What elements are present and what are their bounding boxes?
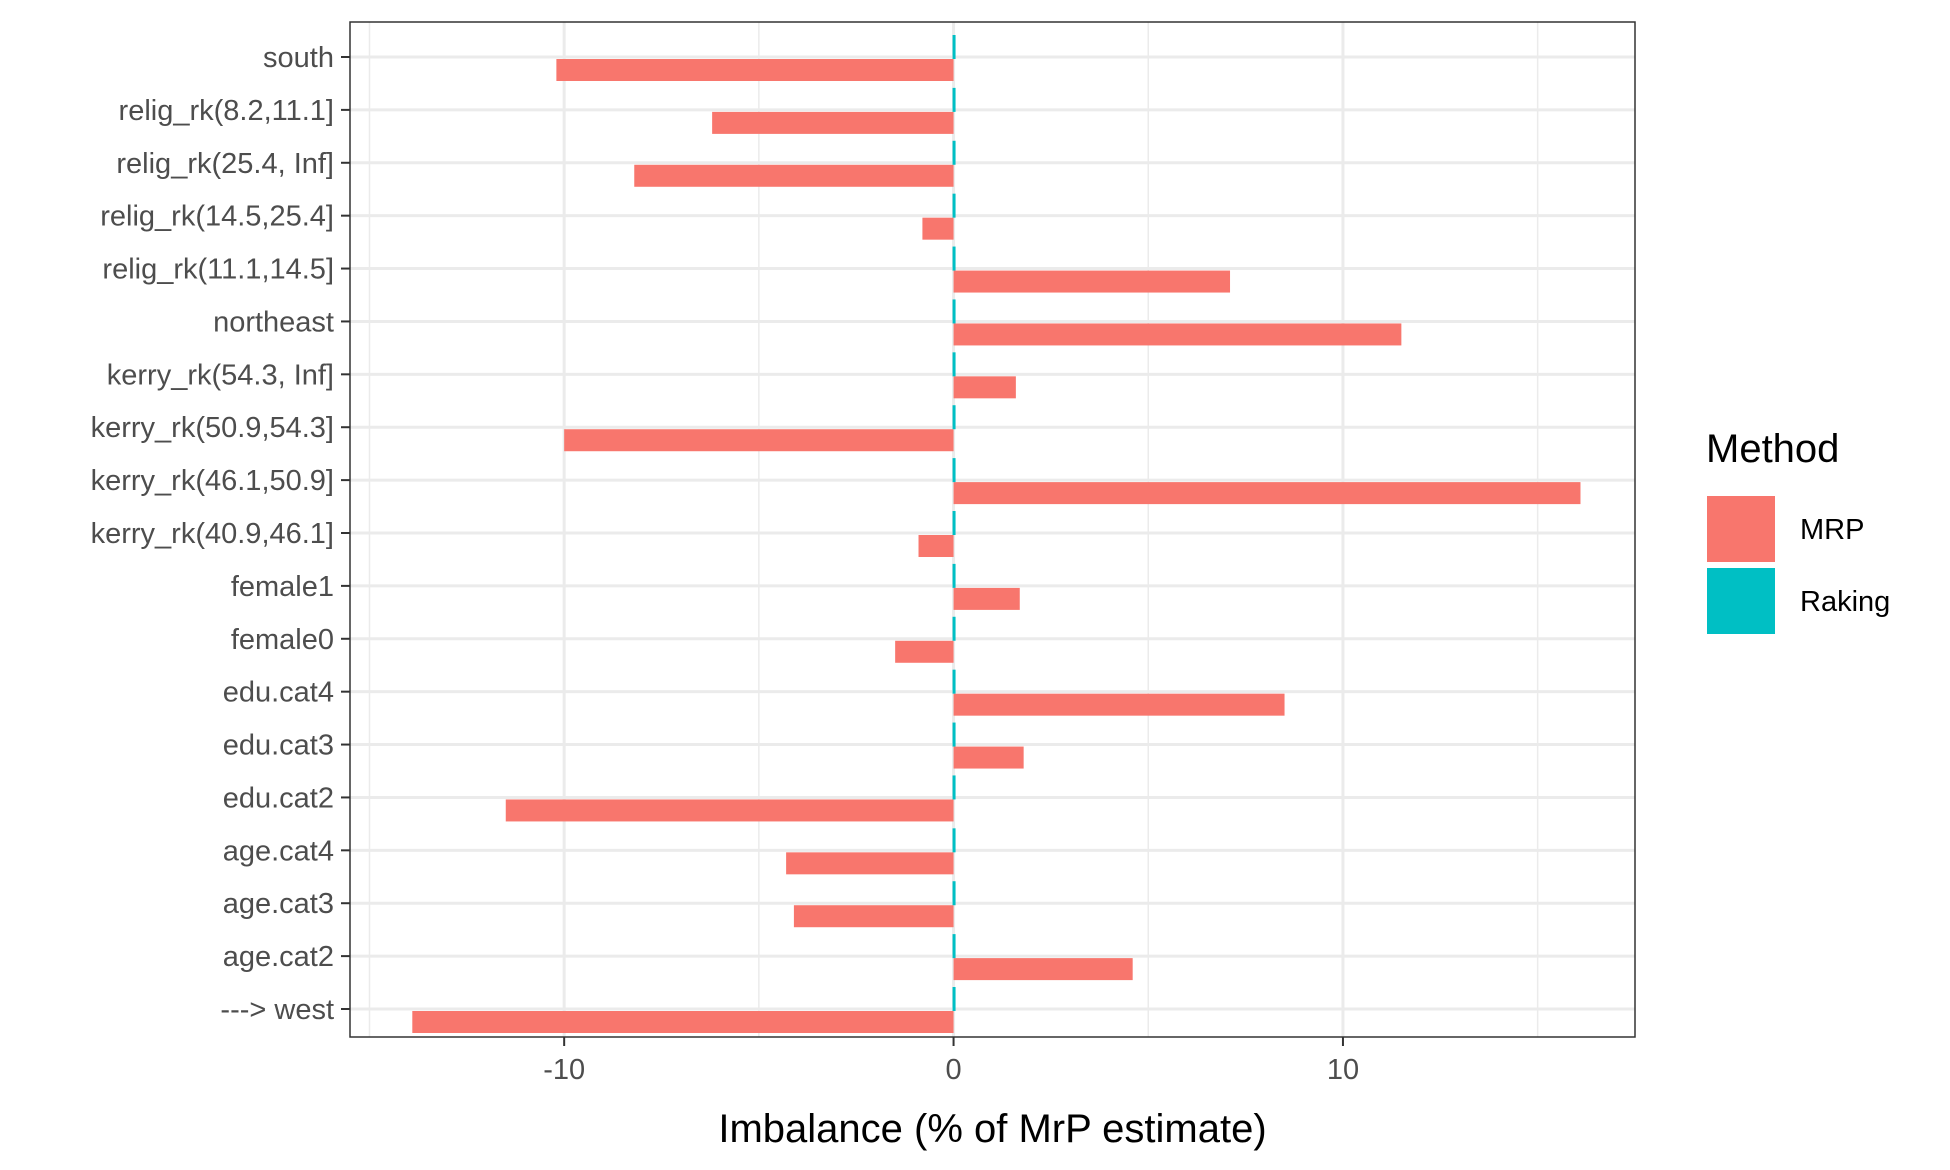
x-tick-label: 0 <box>945 1054 961 1086</box>
legend-title: Method <box>1706 427 1839 471</box>
mrp-bar <box>918 535 954 557</box>
raking-bar <box>952 511 956 535</box>
x-tick-label: 10 <box>1327 1054 1359 1086</box>
y-tick-label: edu.cat4 <box>223 677 334 709</box>
y-tick-label: ---> west <box>220 994 334 1026</box>
raking-bar <box>952 775 956 800</box>
mrp-bar <box>895 640 954 663</box>
bars <box>412 35 1581 1033</box>
panel-border <box>349 21 1636 1038</box>
mrp-bar <box>953 323 1402 346</box>
y-tick-label: female0 <box>231 624 334 656</box>
y-tick-label: relig_rk(25.4, Inf] <box>116 148 334 180</box>
raking-bar <box>952 140 956 165</box>
raking-bar <box>952 987 956 1011</box>
mrp-bar <box>953 482 1581 505</box>
y-tick-label: female1 <box>231 571 334 603</box>
raking-bar <box>952 616 956 641</box>
x-axis-title: Imbalance (% of MrP estimate) <box>718 1107 1266 1151</box>
x-axis: -10 0 10 <box>543 1037 1359 1086</box>
y-tick-label: kerry_rk(54.3, Inf] <box>107 359 334 391</box>
raking-bar <box>952 722 956 747</box>
raking-bar <box>952 669 956 694</box>
mrp-bar <box>953 693 1285 716</box>
raking-bar <box>952 352 956 377</box>
y-axis: south relig_rk(8.2,11.1] relig_rk(25.4, In… <box>91 42 350 1026</box>
x-tick-label: -10 <box>543 1054 585 1086</box>
mrp-bar <box>412 1011 954 1033</box>
legend-key-raking <box>1707 568 1775 634</box>
grid-lines <box>350 22 1635 1037</box>
raking-bar <box>952 87 956 112</box>
y-tick-label: relig_rk(8.2,11.1] <box>119 95 334 127</box>
raking-bar <box>952 193 956 218</box>
mrp-bar <box>953 376 1016 399</box>
y-tick-label: age.cat4 <box>223 835 334 867</box>
y-tick-label: northeast <box>213 306 334 338</box>
legend-key-mrp <box>1707 496 1775 562</box>
mrp-bar <box>922 217 954 240</box>
raking-bar <box>952 828 956 853</box>
y-tick-label: edu.cat3 <box>223 730 334 762</box>
raking-bar <box>952 246 956 271</box>
legend-label: MRP <box>1800 514 1864 546</box>
legend-label: Raking <box>1800 586 1890 618</box>
mrp-bar <box>953 587 1020 610</box>
y-tick-label: relig_rk(11.1,14.5] <box>102 254 334 286</box>
raking-bar <box>952 299 956 324</box>
y-tick-label: kerry_rk(50.9,54.3] <box>91 412 334 444</box>
mrp-bar <box>634 164 954 187</box>
raking-bar <box>952 35 956 59</box>
raking-bar <box>952 934 956 959</box>
y-tick-label: age.cat3 <box>223 888 334 920</box>
raking-bar <box>952 458 956 483</box>
legend: Method MRP Raking <box>1706 427 1890 634</box>
raking-bar <box>952 405 956 430</box>
mrp-bar <box>712 111 954 134</box>
mrp-bar <box>556 59 954 81</box>
mrp-bar <box>953 270 1231 293</box>
mrp-bar <box>953 958 1133 981</box>
raking-bar <box>952 563 956 588</box>
y-tick-label: kerry_rk(40.9,46.1] <box>91 518 334 550</box>
mrp-bar <box>953 746 1024 769</box>
y-tick-label: edu.cat2 <box>223 782 334 814</box>
y-tick-label: south <box>263 42 334 74</box>
y-tick-label: age.cat2 <box>223 941 334 973</box>
mrp-bar <box>793 905 954 928</box>
raking-bar <box>952 881 956 906</box>
y-tick-label: kerry_rk(46.1,50.9] <box>91 465 334 497</box>
mrp-bar <box>786 852 954 875</box>
y-tick-label: relig_rk(14.5,25.4] <box>100 201 334 233</box>
mrp-bar <box>505 799 954 822</box>
mrp-bar <box>564 429 954 452</box>
